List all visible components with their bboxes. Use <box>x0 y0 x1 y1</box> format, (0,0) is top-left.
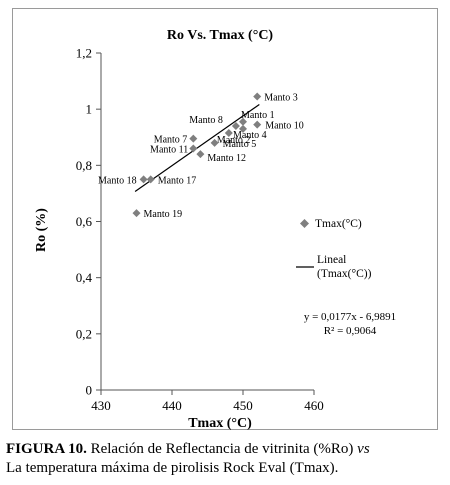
point-label: Manto 3 <box>264 93 298 104</box>
y-tick-label: 0,2 <box>76 326 92 341</box>
legend-scatter-label: Tmax(°C) <box>315 218 362 230</box>
figure-caption: FIGURA 10. Relación de Reflectancia de v… <box>6 440 446 478</box>
chart-frame: Ro Vs. Tmax (°C) 0 0,2 0,4 0,6 0,8 1 1,2 430 44… <box>12 8 438 431</box>
data-point <box>196 150 205 159</box>
trend-line <box>134 104 260 192</box>
data-point <box>253 92 262 101</box>
y-tick-label: 0,4 <box>76 270 93 285</box>
equation-annotation: y = 0,0177x - 6,9891 <box>304 311 396 323</box>
x-tick-label: 460 <box>304 398 324 413</box>
point-label: Manto 2 <box>217 135 251 146</box>
y-tick-label: 1 <box>86 102 93 117</box>
y-tick-label: 0,6 <box>76 214 93 229</box>
r2-annotation: R² = 0,9064 <box>324 325 377 337</box>
point-label: Manto 8 <box>189 115 223 126</box>
y-axis-label: Ro (%) <box>34 208 49 252</box>
legend: Tmax(°C) Lineal (Tmax(°C)) <box>296 218 372 280</box>
x-tick-labels: 430 440 450 460 <box>91 390 324 413</box>
data-point <box>146 175 155 184</box>
caption-text-2: La temperatura máxima de pirolisis Rock … <box>6 460 339 476</box>
data-point <box>253 120 262 129</box>
x-axis-label: Tmax (°C) <box>188 416 252 431</box>
x-tick-label: 430 <box>91 398 111 413</box>
data-point <box>210 138 219 147</box>
y-tick-label: 0,8 <box>76 158 92 173</box>
data-point <box>224 129 233 138</box>
data-point <box>239 124 247 133</box>
y-tick-label: 1,2 <box>76 46 92 61</box>
point-label: Manto 5 <box>223 139 257 150</box>
legend-line-label-2: (Tmax(°C)) <box>317 268 372 280</box>
point-label: Manto 11 <box>150 144 188 155</box>
chart-title: Ro Vs. Tmax (°C) <box>167 28 274 43</box>
data-point <box>239 117 247 126</box>
point-label: Manto 18 <box>98 175 137 186</box>
y-tick-labels: 0 0,2 0,4 0,6 0,8 1 1,2 <box>76 46 101 398</box>
data-point <box>189 144 198 153</box>
data-point <box>132 209 141 218</box>
point-label: Manto 1 <box>241 110 275 121</box>
point-label: Manto 17 <box>158 175 197 186</box>
legend-diamond-marker <box>300 219 309 228</box>
data-point <box>231 122 240 131</box>
x-tick-label: 440 <box>162 398 182 413</box>
y-tick-label: 0 <box>86 383 93 398</box>
x-tick-label: 450 <box>233 398 253 413</box>
data-point <box>139 175 148 184</box>
scatter-chart: Ro Vs. Tmax (°C) 0 0,2 0,4 0,6 0,8 1 1,2 430 44… <box>34 28 396 431</box>
caption-label: FIGURA 10. <box>6 441 87 457</box>
legend-line-label-1: Lineal <box>317 254 346 266</box>
point-label: Manto 10 <box>265 121 304 132</box>
caption-italic: vs <box>357 441 370 457</box>
data-point <box>189 134 198 143</box>
point-label: Manto 4 <box>233 130 267 141</box>
point-label: Manto 12 <box>207 153 246 164</box>
point-label: Manto 19 <box>144 209 183 220</box>
point-label: Manto 7 <box>154 135 188 146</box>
axes <box>100 53 314 391</box>
caption-text-1: Relación de Reflectancia de vitrinita (%… <box>86 441 358 457</box>
